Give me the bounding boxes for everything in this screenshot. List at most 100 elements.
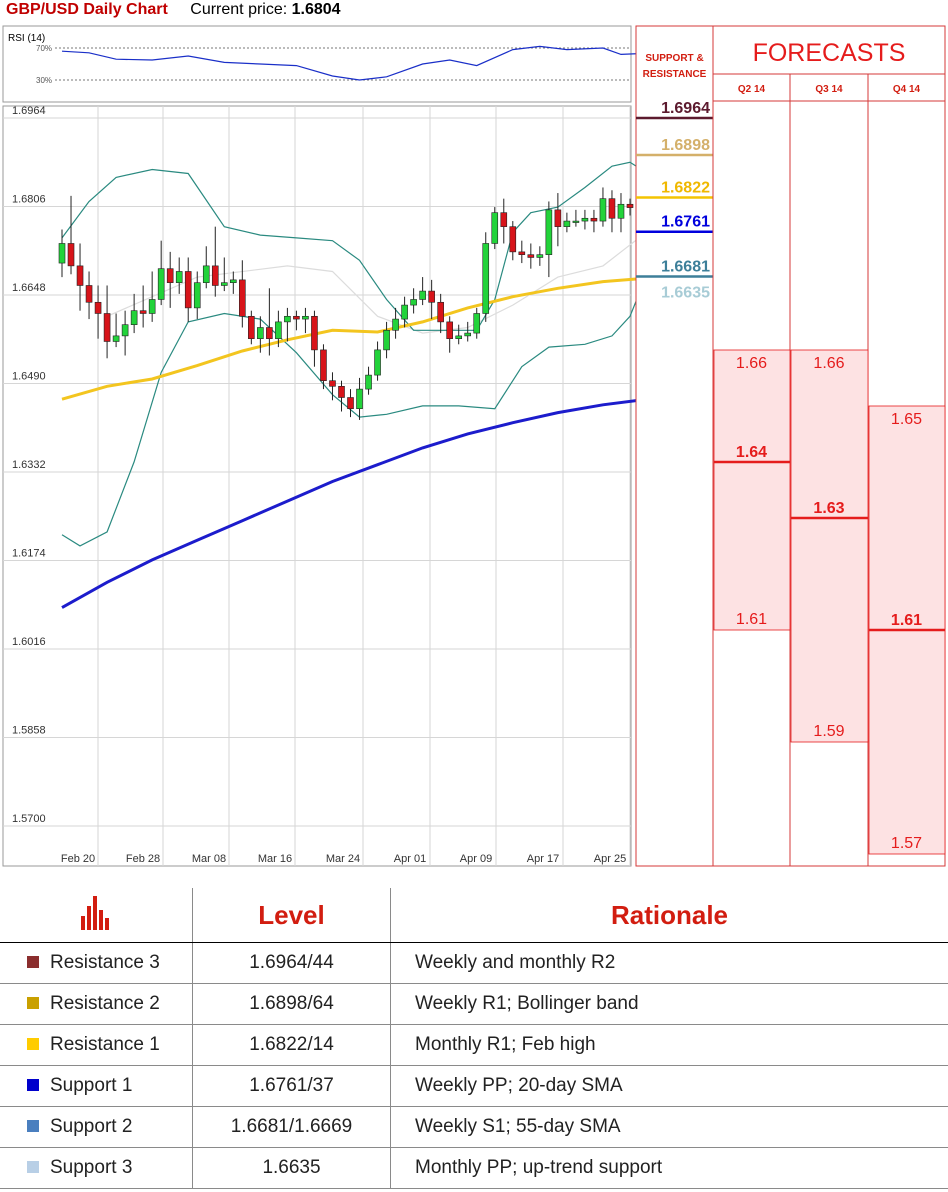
candle <box>536 246 544 266</box>
forecast-low-label: 1.59 <box>813 723 844 740</box>
quarter-header-q2: Q2 14 <box>738 84 766 95</box>
candle <box>320 344 327 390</box>
level-name: Support 2 <box>50 1116 133 1137</box>
y-tick-label: 1.6174 <box>12 548 46 560</box>
candle <box>617 193 625 233</box>
level-value: 1.6681/1.6669 <box>192 1106 391 1148</box>
candle <box>130 293 138 334</box>
x-tick-label: Apr 01 <box>394 853 426 865</box>
x-tick-label: Feb 28 <box>126 853 160 865</box>
level-color-swatch <box>27 1120 39 1132</box>
candle <box>139 285 147 328</box>
rsi-tick-30: 30% <box>36 76 52 85</box>
sr-level-value: 1.6635 <box>661 284 710 301</box>
forecast-median-label: 1.63 <box>813 500 844 517</box>
level-color-swatch <box>27 997 39 1009</box>
candle <box>392 307 399 339</box>
x-axis: Feb 20 Feb 28 Mar 08 Mar 16 Mar 24 Apr 01 Apr … <box>61 853 626 865</box>
candle <box>554 193 562 247</box>
levels-table: Level Rationale Resistance 3 1.6964/44 Wee… <box>0 888 948 1189</box>
candle <box>311 310 318 367</box>
x-tick-label: Apr 25 <box>594 853 626 865</box>
candle <box>338 380 345 412</box>
level-rationale: Monthly R1; Feb high <box>390 1024 948 1066</box>
sr-level-value: 1.6681 <box>661 259 710 276</box>
candle <box>85 271 93 320</box>
candle <box>58 229 66 278</box>
candle <box>148 271 156 322</box>
candle <box>275 310 282 348</box>
candle <box>401 296 408 328</box>
candle <box>626 198 634 216</box>
candle <box>545 201 553 278</box>
level-name-cell: Support 1 <box>0 1065 193 1107</box>
candle <box>347 389 354 418</box>
sr-level-value: 1.6898 <box>661 137 710 154</box>
forecast-high-label: 1.65 <box>891 411 922 428</box>
table-row: Resistance 3 1.6964/44 Weekly and monthly … <box>0 942 948 984</box>
candle <box>563 212 571 233</box>
current-price: 1.6804 <box>291 1 341 18</box>
quarter-header-q3: Q3 14 <box>815 84 843 95</box>
y-tick-label: 1.6648 <box>12 282 46 294</box>
candle <box>473 307 481 339</box>
level-rationale: Weekly PP; 20-day SMA <box>390 1065 948 1107</box>
x-tick-label: Mar 08 <box>192 853 226 865</box>
candle <box>121 310 129 356</box>
sr-level-value: 1.6822 <box>661 180 710 197</box>
candle <box>266 288 273 356</box>
candle <box>211 226 219 297</box>
level-name-cell: Support 2 <box>0 1106 193 1148</box>
level-name: Support 3 <box>50 1157 133 1178</box>
rsi-label: RSI (14) <box>8 33 45 44</box>
candle <box>166 251 174 308</box>
candlesticks <box>58 187 634 420</box>
candle <box>500 198 508 244</box>
table-row: Resistance 2 1.6898/64 Weekly R1; Bollinge… <box>0 983 948 1025</box>
forecast-median-label: 1.61 <box>891 612 922 629</box>
level-name: Resistance 3 <box>50 952 160 973</box>
level-value: 1.6761/37 <box>192 1065 391 1107</box>
candle <box>293 310 300 331</box>
candle <box>527 243 535 269</box>
y-tick-label: 1.5700 <box>12 813 46 825</box>
candle <box>428 279 435 320</box>
level-name-cell: Resistance 2 <box>0 983 193 1025</box>
level-rationale: Weekly and monthly R2 <box>390 942 948 984</box>
sr-header-line2: RESISTANCE <box>643 69 707 80</box>
candle <box>103 285 111 359</box>
candle <box>374 341 381 381</box>
candle <box>248 310 255 345</box>
forecast-high-label: 1.66 <box>813 355 844 372</box>
forecast-ranges: 1.66 1.64 1.61 1.66 1.63 1.59 1.65 1.61 1.57 <box>713 349 946 855</box>
level-value: 1.6898/64 <box>192 983 391 1025</box>
chart-header: GBP/USD Daily Chart Current price: 1.680… <box>6 1 341 23</box>
candle <box>365 366 372 395</box>
level-color-swatch <box>27 1079 39 1091</box>
sr-level-value: 1.6761 <box>661 214 710 231</box>
rsi-tick-70: 70% <box>36 44 52 53</box>
gbpusd-chart: RSI (14) 70% 30% 1.6964 1.6806 1.6648 1.649… <box>2 25 946 867</box>
x-tick-label: Apr 17 <box>527 853 559 865</box>
quarter-header-q4: Q4 14 <box>893 84 921 95</box>
candle <box>608 190 616 233</box>
forecast-low-label: 1.57 <box>891 835 922 852</box>
table-row: Support 3 1.6635 Monthly PP; up-trend supp… <box>0 1147 948 1189</box>
table-header-level: Level <box>192 888 391 943</box>
candle <box>482 232 490 322</box>
level-color-swatch <box>27 1161 39 1173</box>
candle <box>464 321 472 342</box>
level-value: 1.6964/44 <box>192 942 391 984</box>
price-panel <box>2 105 632 867</box>
candle <box>175 257 183 294</box>
candle <box>329 372 336 401</box>
level-name-cell: Support 3 <box>0 1147 193 1189</box>
level-value: 1.6635 <box>192 1147 391 1189</box>
candle <box>590 209 598 233</box>
candle <box>94 285 102 339</box>
level-rationale: Monthly PP; up-trend support <box>390 1147 948 1189</box>
level-name: Resistance 1 <box>50 1034 160 1055</box>
candle <box>76 243 84 311</box>
bollinger-upper-line <box>61 161 640 331</box>
sr-levels: 1.6964 1.6898 1.6822 1.6761 1.6681 1.6635 <box>636 100 713 301</box>
